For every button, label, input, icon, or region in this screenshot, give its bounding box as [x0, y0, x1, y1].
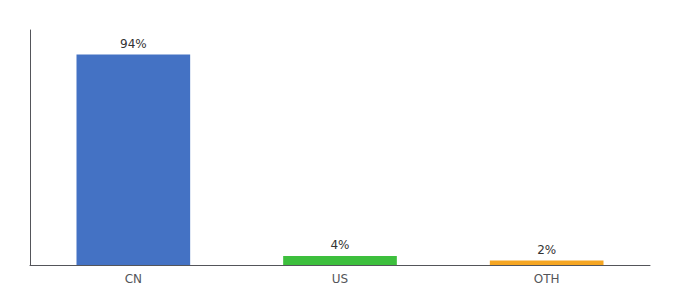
- svg-text:US: US: [332, 272, 348, 286]
- svg-text:CN: CN: [125, 272, 142, 286]
- svg-text:OTH: OTH: [534, 272, 560, 286]
- svg-text:94%: 94%: [120, 37, 147, 51]
- svg-text:4%: 4%: [330, 238, 349, 252]
- svg-text:2%: 2%: [537, 243, 556, 257]
